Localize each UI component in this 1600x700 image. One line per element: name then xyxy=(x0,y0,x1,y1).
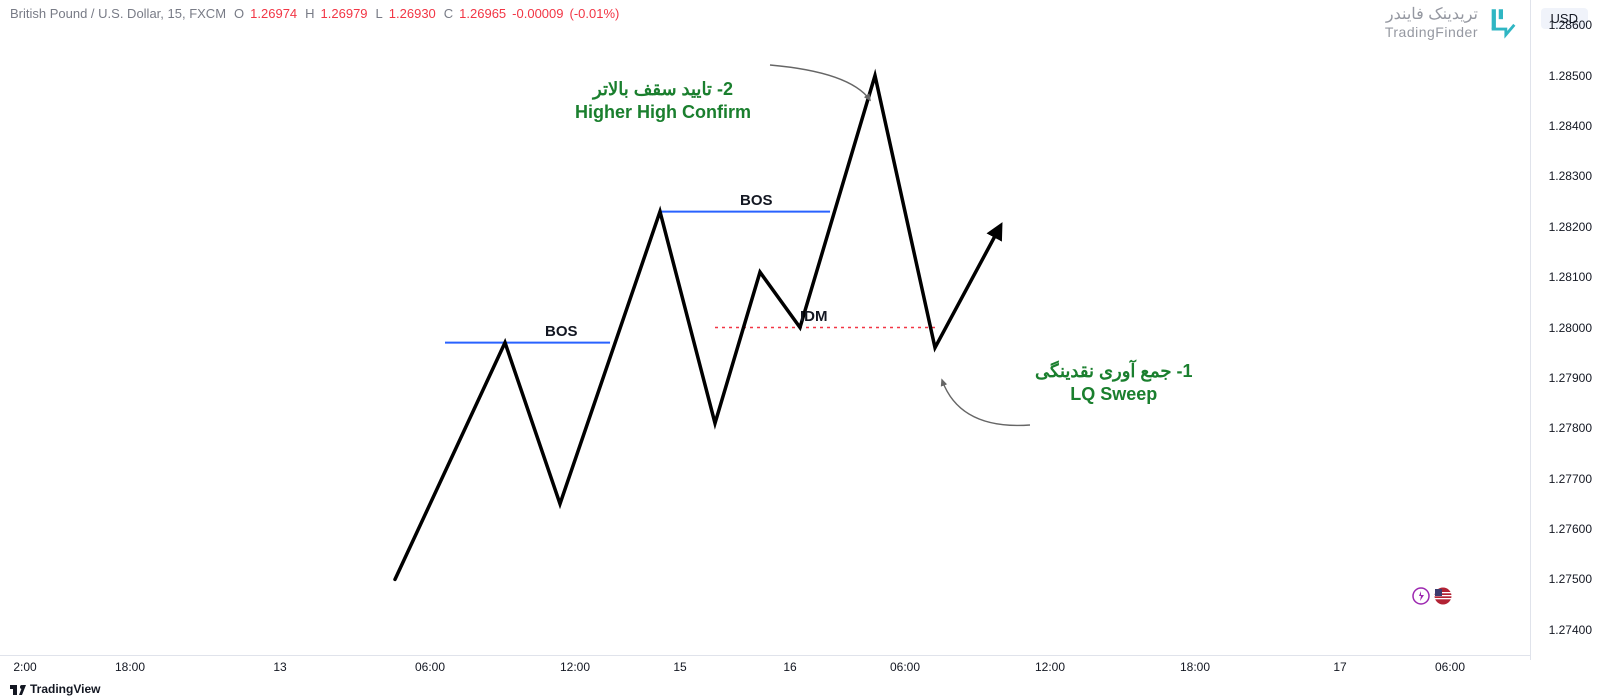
tradingview-logo[interactable]: TradingView xyxy=(10,682,100,696)
annotation-lq-sweep: 1- جمع آوری نقدینگی LQ Sweep xyxy=(1035,360,1193,407)
tv-logo-icon xyxy=(10,683,26,695)
y-tick: 1.28600 xyxy=(1549,18,1592,32)
x-tick: 2:00 xyxy=(13,660,36,674)
y-tick: 1.27600 xyxy=(1549,522,1592,536)
plot-area[interactable]: 2- تایید سقف بالاتر Higher High Confirm … xyxy=(0,0,1530,655)
x-axis[interactable]: 2:00 18:00 13 06:00 12:00 15 16 06:00 12:00 18:00… xyxy=(0,655,1530,675)
x-tick: 12:00 xyxy=(1035,660,1065,674)
bos-label: BOS xyxy=(545,323,578,340)
annotation-lq-en: LQ Sweep xyxy=(1035,383,1193,406)
tv-logo-text: TradingView xyxy=(30,682,100,696)
flag-icon[interactable] xyxy=(1434,587,1452,605)
y-tick: 1.27900 xyxy=(1549,371,1592,385)
y-tick: 1.28100 xyxy=(1549,270,1592,284)
price-chart-svg xyxy=(0,0,1530,655)
annotation-lq-farsi: 1- جمع آوری نقدینگی xyxy=(1035,360,1193,383)
bos-label: BOS xyxy=(740,192,773,209)
y-axis[interactable]: USD 1.286001.285001.284001.283001.282001… xyxy=(1530,0,1600,660)
y-tick: 1.27400 xyxy=(1549,623,1592,637)
x-tick: 15 xyxy=(673,660,686,674)
y-tick: 1.27700 xyxy=(1549,472,1592,486)
y-tick: 1.28400 xyxy=(1549,119,1592,133)
y-tick: 1.28300 xyxy=(1549,169,1592,183)
x-tick: 06:00 xyxy=(415,660,445,674)
chart-container: British Pound / U.S. Dollar, 15, FXCM O1… xyxy=(0,0,1600,700)
annotation-hh-en: Higher High Confirm xyxy=(575,101,751,124)
y-tick: 1.27800 xyxy=(1549,421,1592,435)
x-tick: 06:00 xyxy=(1435,660,1465,674)
snapshot-icon[interactable] xyxy=(1412,587,1430,605)
corner-icons xyxy=(1412,587,1452,605)
idm-label: IDM xyxy=(800,308,828,325)
x-tick: 16 xyxy=(783,660,796,674)
x-tick: 13 xyxy=(273,660,286,674)
y-tick: 1.28200 xyxy=(1549,220,1592,234)
x-tick: 12:00 xyxy=(560,660,590,674)
y-tick: 1.27500 xyxy=(1549,572,1592,586)
x-tick: 18:00 xyxy=(115,660,145,674)
x-tick: 06:00 xyxy=(890,660,920,674)
annotation-higher-high: 2- تایید سقف بالاتر Higher High Confirm xyxy=(575,78,751,125)
annotation-hh-farsi: 2- تایید سقف بالاتر xyxy=(575,78,751,101)
x-tick: 17 xyxy=(1333,660,1346,674)
y-tick: 1.28500 xyxy=(1549,69,1592,83)
x-tick: 18:00 xyxy=(1180,660,1210,674)
y-tick: 1.28000 xyxy=(1549,321,1592,335)
